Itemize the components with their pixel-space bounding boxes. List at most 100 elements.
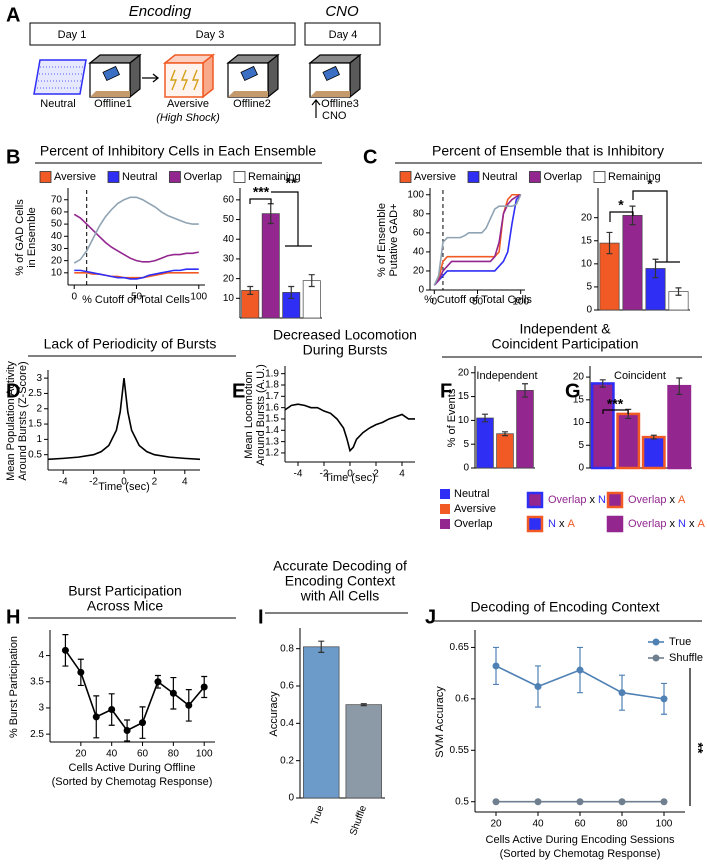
legend-label: Neutral [482,171,517,183]
error-bar [360,703,367,707]
y-axis-label: Putative GAD+ [388,203,400,276]
y-tick-label: 0.55 [450,745,470,756]
x-tick-label: 80 [616,819,628,830]
point [660,695,668,703]
y-tick-label: 0.6 [280,681,294,692]
y-tick-label: 20 [573,372,585,383]
y-tick-label: 3 [38,703,44,714]
x-axis-label: Time (sec) [324,472,376,484]
y-tick-label: 15 [458,391,470,402]
y-tick-label: 20 [51,255,63,266]
legend-label-part: x [689,518,695,530]
legend-label: Aversive [54,171,96,183]
series-line [74,268,199,280]
y-tick-label: 2.5 [30,729,44,740]
panel-label: G [565,380,581,402]
point [576,666,584,674]
y-tick-label: 0.5 [455,796,469,807]
y-tick-label: 60 [413,227,425,238]
chart-title: with All Cells [300,588,380,604]
point [200,683,208,691]
error-bar [502,431,508,437]
arrow [142,73,160,83]
panel-a: A Encoding CNO Day 1 Day 3 Day 4 Neutral… [6,3,381,124]
phase-box [29,22,296,46]
series-line [433,194,522,286]
bar [345,704,382,799]
legend-label-part: Overlap [548,494,587,506]
significance-bracket [632,190,680,263]
panel-label: J [425,606,436,628]
y-tick-label: 1.5 [265,414,279,425]
phase-label: CNO [325,3,359,20]
legend-label: Aversive [454,503,496,515]
y-axis-label: Around Bursts (A.U.) [255,364,267,465]
y-tick-label: 60 [51,207,63,218]
panel-label: D [6,380,20,402]
series-line [433,193,521,286]
day-label: Day 3 [196,29,225,41]
chart-title: Lack of Periodicity of Bursts [44,336,217,352]
y-tick-label: 1.2 [265,448,279,459]
series-line [73,213,199,263]
session-label: Offline3 [321,98,359,110]
chart-title: Percent of Ensemble that is Inhibitory [432,143,664,159]
legend-swatch [467,171,480,183]
legend-label-part: Overlap [628,518,667,530]
x-tick-label: 40 [532,819,544,830]
x-axis-label: % Cutoff of Total Cells [82,294,190,306]
y-tick-label: 1.9 [265,368,279,379]
y-tick-label: 0.8 [280,643,294,654]
significance-label: * [647,176,653,192]
y-tick-label: 60 [223,194,235,205]
significance-label: ** [286,175,297,191]
legend-label: Overlap x N [548,494,606,506]
injection-label: CNO [322,110,347,122]
significance-bracket [602,409,629,414]
phase-label: Encoding [129,3,192,20]
legend-swatch [440,489,450,499]
error-bar [482,413,488,423]
legend-swatch [606,515,624,533]
x-tick-label: 50 [472,297,484,308]
legend-label-part: N [678,518,686,530]
legend-label: Overlap x A [628,494,686,506]
legend-label: Aversive [414,171,456,183]
point [154,678,162,686]
y-tick-label: 2 [36,403,42,414]
y-tick-label: 20 [223,273,235,284]
legend-swatch [440,504,450,514]
legend-label: Overlap [454,518,493,530]
y-axis-label: % of Events [446,388,458,447]
chart-title: Coincident Participation [491,336,638,352]
y-tick-label: 0.6 [455,693,469,704]
offline-cage [227,54,279,98]
y-tick-label: 1 [36,434,42,445]
y-axis-label: % Burst Participation [8,636,20,738]
y-tick-label: 100 [407,189,424,200]
y-tick-label: 1.8 [265,380,279,391]
error-bar [599,379,606,388]
chart-subtitle: Coincident [614,370,666,382]
legend-swatch [399,171,412,183]
chart-title: Accurate Decoding of [273,558,407,574]
legend-label: Neutral [122,171,157,183]
x-tick-label: 80 [168,749,180,760]
x-tick-label: 100 [196,749,213,760]
y-axis-label: SVM Accuracy [434,686,446,758]
x-tick-label: 20 [75,749,87,760]
point [534,798,542,806]
error-bar [675,287,682,296]
error-bar [522,383,528,398]
point [618,798,626,806]
y-axis-label: Mean Locomotion [243,371,255,458]
chart-title: Burst Participation [68,583,182,599]
y-tick-label: 0.4 [280,718,294,729]
legend-label: Overlap [183,171,222,183]
chart-title: Across Mice [87,598,163,614]
y-tick-label: 20 [581,212,593,223]
x-axis-label: Time (sec) [98,481,150,493]
